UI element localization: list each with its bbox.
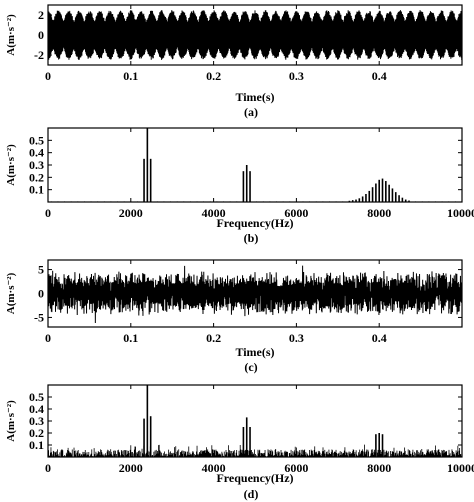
signal-line-3 (47, 265, 463, 324)
x-tick-label: 8000 (367, 206, 391, 220)
y-tick-label: -5 (34, 310, 44, 324)
noise-floor (47, 444, 463, 457)
plot-frame (47, 127, 463, 203)
x-tick-label: 0 (45, 331, 51, 345)
x-tick-label: 8000 (367, 461, 391, 475)
x-tick-label: 0.3 (289, 69, 304, 83)
y-tick-label: 0.1 (29, 438, 44, 452)
y-tick-label: -2 (34, 48, 44, 62)
y-axis-label: A(m·s⁻²) (5, 144, 17, 186)
y-tick-label: 0.2 (29, 426, 44, 440)
x-tick-label: 10000 (447, 206, 474, 220)
x-tick-label: 0 (45, 461, 51, 475)
panel-caption: (a) (244, 105, 258, 119)
plot-frame (47, 384, 463, 458)
y-axis-label: A(m·s⁻²) (5, 14, 17, 56)
panel-4: 0 2000 4000 6000 8000 10000 0.10.20.30.40.5 Fre… (5, 384, 474, 501)
x-tick-label: 0 (45, 69, 51, 83)
y-tick-label: 0.3 (29, 414, 44, 428)
x-tick-label: 10000 (447, 461, 474, 475)
y-axis-label: A(m·s⁻²) (5, 400, 17, 442)
x-tick-label: 0.1 (123, 69, 138, 83)
x-tick-label: 0.4 (372, 331, 387, 345)
x-tick-label: 6000 (284, 461, 308, 475)
y-tick-label: 2 (38, 8, 44, 22)
y-tick-label: 5 (38, 263, 44, 277)
panel-caption: (b) (244, 231, 259, 245)
y-tick-label: 0.5 (29, 133, 44, 147)
y-tick-label: 0.3 (29, 158, 44, 172)
y-tick-label: 0.2 (29, 170, 44, 184)
signal-line-1 (47, 10, 463, 60)
panel-caption: (d) (244, 487, 259, 501)
x-tick-label: 4000 (202, 206, 226, 220)
y-tick-label: 0.5 (29, 390, 44, 404)
x-tick-label: 0.2 (206, 331, 221, 345)
x-axis-label: Time(s) (235, 345, 274, 359)
x-axis-label: Frequency(Hz) (216, 471, 293, 485)
y-axis-label: A(m·s⁻²) (5, 272, 17, 314)
x-tick-label: 0.3 (289, 331, 304, 345)
x-tick-label: 0.4 (372, 69, 387, 83)
panel-2: 0 2000 4000 6000 8000 10000 0.10.20.30.40.5 Fre… (5, 127, 474, 245)
y-tick-label: 0.4 (29, 146, 44, 160)
panel-caption: (c) (244, 360, 257, 374)
x-tick-label: 4000 (202, 461, 226, 475)
x-tick-label: 0.1 (123, 331, 138, 345)
x-axis-label: Time(s) (235, 90, 274, 104)
y-tick-label: 0 (38, 287, 44, 301)
x-tick-label: 0.2 (206, 69, 221, 83)
y-tick-label: 0 (38, 28, 44, 42)
y-tick-label: 0.4 (29, 402, 44, 416)
x-tick-label: 6000 (284, 206, 308, 220)
x-tick-label: 0 (45, 206, 51, 220)
x-tick-label: 2000 (119, 461, 143, 475)
y-tick-label: 0.1 (29, 183, 44, 197)
x-axis-label: Frequency(Hz) (216, 216, 293, 230)
x-tick-label: 2000 (119, 206, 143, 220)
